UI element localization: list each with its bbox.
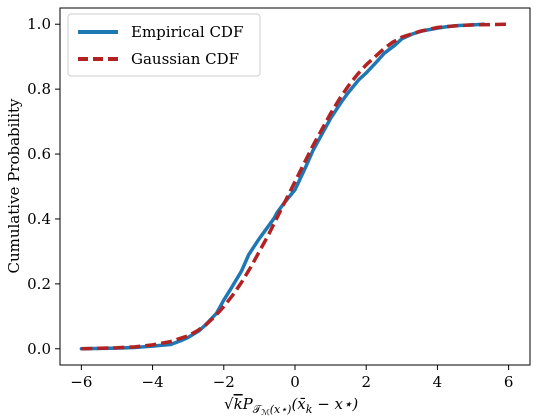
y-tick-label: 0.4	[27, 210, 51, 228]
legend: Empirical CDF Gaussian CDF	[67, 13, 261, 77]
x-tick-label: −6	[70, 373, 92, 391]
x-label-sqrt-arg: k	[234, 395, 243, 413]
x-axis: −6 −4 −2 0 2 4 6	[70, 365, 513, 391]
y-tick-label: 1.0	[27, 15, 51, 33]
x-tick-label: 6	[504, 373, 514, 391]
y-tick-label: 0.2	[27, 275, 51, 293]
legend-label-empirical: Empirical CDF	[131, 23, 243, 41]
x-tick-label: 0	[290, 373, 300, 391]
x-label-argument: (x̄	[291, 395, 306, 413]
x-axis-label: √kP𝒯ℳ(x⋆)(x̄k − x⋆)	[224, 395, 358, 417]
x-label-argument-sub: k	[306, 403, 313, 416]
y-tick-label: 0.0	[27, 340, 51, 358]
series-layer	[79, 22, 509, 351]
x-tick-label: −2	[213, 373, 235, 391]
y-tick-label: 0.8	[27, 80, 51, 98]
y-axis: 0.0 0.2 0.4 0.6 0.8 1.0	[27, 15, 60, 358]
x-label-argument-tail: − x⋆)	[312, 395, 358, 413]
x-tick-label: −4	[142, 373, 164, 391]
y-axis-label: Cumulative Probability	[5, 98, 23, 274]
x-label-sqrt: √	[224, 395, 234, 413]
x-label-operator-sub: 𝒯	[253, 403, 263, 416]
legend-label-gaussian: Gaussian CDF	[131, 50, 239, 68]
x-tick-label: 2	[361, 373, 371, 391]
x-label-operator: P	[242, 395, 254, 413]
svg-text:√kP𝒯ℳ(x⋆)(x̄k − x⋆): √kP𝒯ℳ(x⋆)(x̄k − x⋆)	[224, 395, 358, 417]
y-tick-label: 0.6	[27, 145, 51, 163]
x-label-operator-subsub: ℳ	[261, 408, 270, 417]
x-label-operator-sub-tail: (x⋆)	[270, 403, 292, 416]
series-line-gaussian	[81, 22, 509, 351]
x-tick-label: 4	[433, 373, 443, 391]
